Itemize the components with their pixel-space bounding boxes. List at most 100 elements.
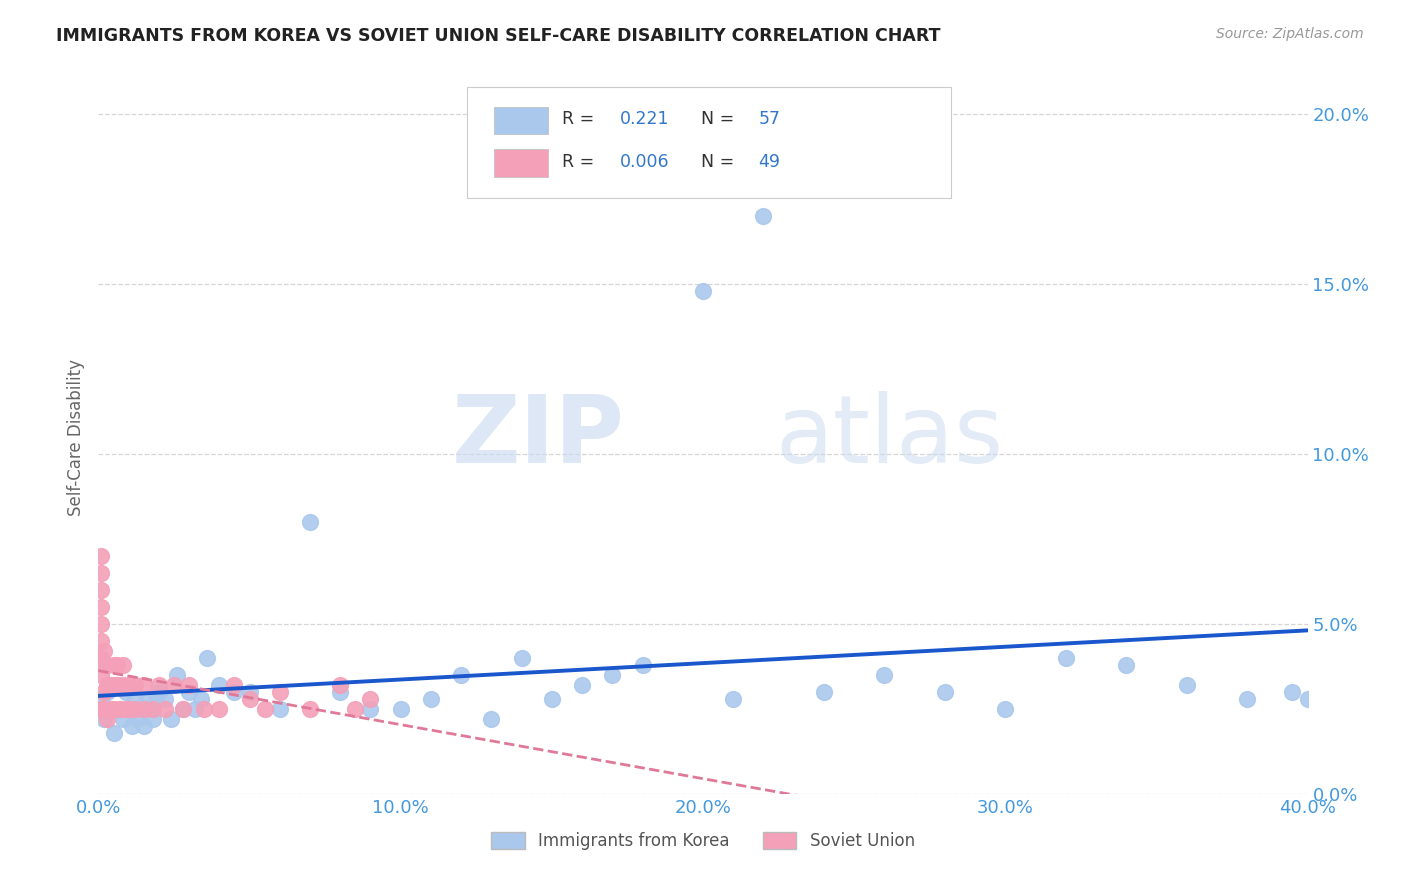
Point: [179, 685, 201, 699]
Point: [148, 685, 170, 699]
Point: [540, 691, 562, 706]
Point: [111, 712, 134, 726]
Point: [93, 712, 115, 726]
Text: R =: R =: [561, 110, 599, 128]
Point: [193, 702, 215, 716]
Point: [299, 702, 322, 716]
Point: [153, 702, 176, 716]
Point: [118, 678, 141, 692]
Point: [571, 678, 593, 692]
Point: [239, 691, 262, 706]
Point: [994, 702, 1017, 716]
Text: R =: R =: [561, 153, 599, 170]
Text: 57: 57: [759, 110, 780, 128]
Point: [124, 691, 146, 706]
Point: [1054, 651, 1077, 665]
Point: [1296, 691, 1319, 706]
Point: [224, 678, 246, 692]
Point: [93, 644, 115, 658]
Text: N =: N =: [700, 110, 740, 128]
Point: [481, 712, 503, 726]
Point: [190, 691, 212, 706]
Point: [602, 668, 624, 682]
FancyBboxPatch shape: [494, 107, 548, 134]
Point: [420, 691, 443, 706]
Point: [142, 702, 165, 716]
Point: [105, 678, 128, 692]
Point: [93, 685, 115, 699]
Point: [329, 685, 352, 699]
Text: IMMIGRANTS FROM KOREA VS SOVIET UNION SELF-CARE DISABILITY CORRELATION CHART: IMMIGRANTS FROM KOREA VS SOVIET UNION SE…: [56, 27, 941, 45]
Point: [135, 691, 157, 706]
Point: [93, 702, 115, 716]
Point: [239, 685, 262, 699]
Point: [389, 702, 412, 716]
Point: [631, 657, 654, 672]
Point: [142, 712, 165, 726]
Point: [111, 678, 134, 692]
Point: [450, 668, 472, 682]
Point: [752, 209, 775, 223]
Point: [172, 702, 194, 716]
Point: [132, 702, 155, 716]
Point: [132, 678, 155, 692]
Point: [269, 685, 291, 699]
Point: [148, 678, 170, 692]
Point: [723, 691, 745, 706]
Point: [90, 549, 112, 563]
FancyBboxPatch shape: [494, 150, 548, 177]
Point: [90, 582, 112, 597]
Point: [118, 702, 141, 716]
Point: [153, 691, 176, 706]
Point: [100, 702, 122, 716]
Point: [90, 599, 112, 614]
Point: [96, 657, 118, 672]
Text: 0.006: 0.006: [620, 153, 669, 170]
Point: [1236, 691, 1258, 706]
Point: [1281, 685, 1303, 699]
Point: [132, 719, 155, 733]
Point: [179, 678, 201, 692]
Point: [224, 685, 246, 699]
Text: Source: ZipAtlas.com: Source: ZipAtlas.com: [1216, 27, 1364, 41]
Point: [103, 657, 125, 672]
Point: [269, 702, 291, 716]
Point: [360, 702, 382, 716]
Point: [129, 702, 152, 716]
Point: [299, 515, 322, 529]
Point: [208, 702, 231, 716]
Point: [114, 685, 136, 699]
Point: [103, 702, 125, 716]
Point: [93, 657, 115, 672]
Point: [90, 668, 112, 682]
Point: [90, 634, 112, 648]
Point: [145, 691, 167, 706]
Point: [160, 712, 183, 726]
Point: [139, 702, 162, 716]
Point: [105, 657, 128, 672]
Text: 49: 49: [759, 153, 780, 170]
Y-axis label: Self-Care Disability: Self-Care Disability: [66, 359, 84, 516]
Text: ZIP: ZIP: [451, 391, 624, 483]
Point: [103, 725, 125, 739]
Point: [118, 702, 141, 716]
Point: [124, 702, 146, 716]
Point: [90, 566, 112, 580]
Point: [1175, 678, 1198, 692]
Point: [96, 685, 118, 699]
Point: [108, 702, 131, 716]
Point: [253, 702, 276, 716]
Point: [111, 657, 134, 672]
Point: [692, 284, 714, 298]
Point: [172, 702, 194, 716]
Point: [100, 702, 122, 716]
Point: [105, 678, 128, 692]
Point: [934, 685, 956, 699]
Point: [360, 691, 382, 706]
Point: [813, 685, 835, 699]
Point: [90, 702, 112, 716]
Point: [344, 702, 367, 716]
Point: [1115, 657, 1137, 672]
Point: [195, 651, 218, 665]
Point: [96, 712, 118, 726]
